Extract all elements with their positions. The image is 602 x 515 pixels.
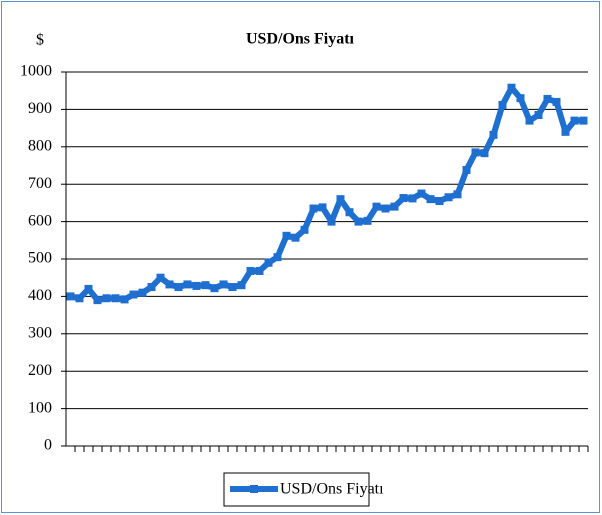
- point: [282, 231, 291, 240]
- y-tick-label: 1000: [20, 63, 52, 80]
- point: [228, 283, 237, 292]
- point: [291, 233, 300, 242]
- point: [435, 197, 444, 206]
- point: [273, 253, 282, 262]
- point: [462, 165, 471, 174]
- point: [543, 94, 552, 103]
- y-tick-label: 600: [28, 212, 52, 229]
- point: [327, 217, 336, 226]
- y-tick-label: 300: [28, 324, 52, 341]
- point: [345, 208, 354, 217]
- point: [75, 294, 84, 303]
- y-tick-label: 100: [28, 399, 52, 416]
- point: [192, 281, 201, 290]
- point: [579, 116, 588, 125]
- point: [300, 225, 309, 234]
- point: [498, 100, 507, 109]
- point: [165, 280, 174, 289]
- point: [363, 216, 372, 225]
- point: [417, 189, 426, 198]
- point: [201, 281, 210, 290]
- series-line: [69, 84, 584, 304]
- point: [138, 288, 147, 297]
- point: [183, 280, 192, 289]
- point: [534, 111, 543, 120]
- point: [408, 194, 417, 203]
- point: [399, 194, 408, 203]
- point: [156, 273, 165, 282]
- point: [102, 294, 111, 303]
- legend-label: USD/Ons Fiyatı: [280, 481, 384, 498]
- y-tick-label: 900: [28, 100, 52, 117]
- point: [471, 148, 480, 157]
- point: [66, 292, 75, 301]
- point: [561, 127, 570, 136]
- legend-marker: [250, 485, 258, 493]
- point: [309, 204, 318, 213]
- point: [111, 294, 120, 303]
- point: [354, 217, 363, 226]
- point: [570, 116, 579, 125]
- point: [237, 281, 246, 290]
- chart-title: USD/Ons Fiyatı: [246, 31, 355, 48]
- point: [552, 97, 561, 106]
- point: [444, 193, 453, 202]
- point: [336, 195, 345, 204]
- point: [255, 266, 264, 275]
- point: [390, 202, 399, 211]
- point: [426, 195, 435, 204]
- point: [480, 149, 489, 158]
- point: [372, 202, 381, 211]
- point: [264, 258, 273, 267]
- point: [129, 290, 138, 299]
- y-tick-label: 800: [28, 137, 52, 154]
- y-tick-label: 200: [28, 362, 52, 379]
- point: [210, 284, 219, 293]
- y-axis-label: $: [36, 32, 44, 49]
- point: [318, 203, 327, 212]
- y-tick-label: 0: [44, 437, 52, 454]
- point: [147, 283, 156, 292]
- point: [93, 296, 102, 305]
- point: [84, 284, 93, 293]
- point: [219, 280, 228, 289]
- point: [120, 295, 129, 304]
- y-tick-label: 400: [28, 287, 52, 304]
- point: [525, 116, 534, 125]
- point: [246, 266, 255, 275]
- y-tick-label: 500: [28, 250, 52, 267]
- point: [507, 83, 516, 92]
- point: [453, 190, 462, 199]
- point: [381, 204, 390, 213]
- y-tick-label: 700: [28, 175, 52, 192]
- point: [489, 130, 498, 139]
- point: [174, 283, 183, 292]
- point: [516, 94, 525, 103]
